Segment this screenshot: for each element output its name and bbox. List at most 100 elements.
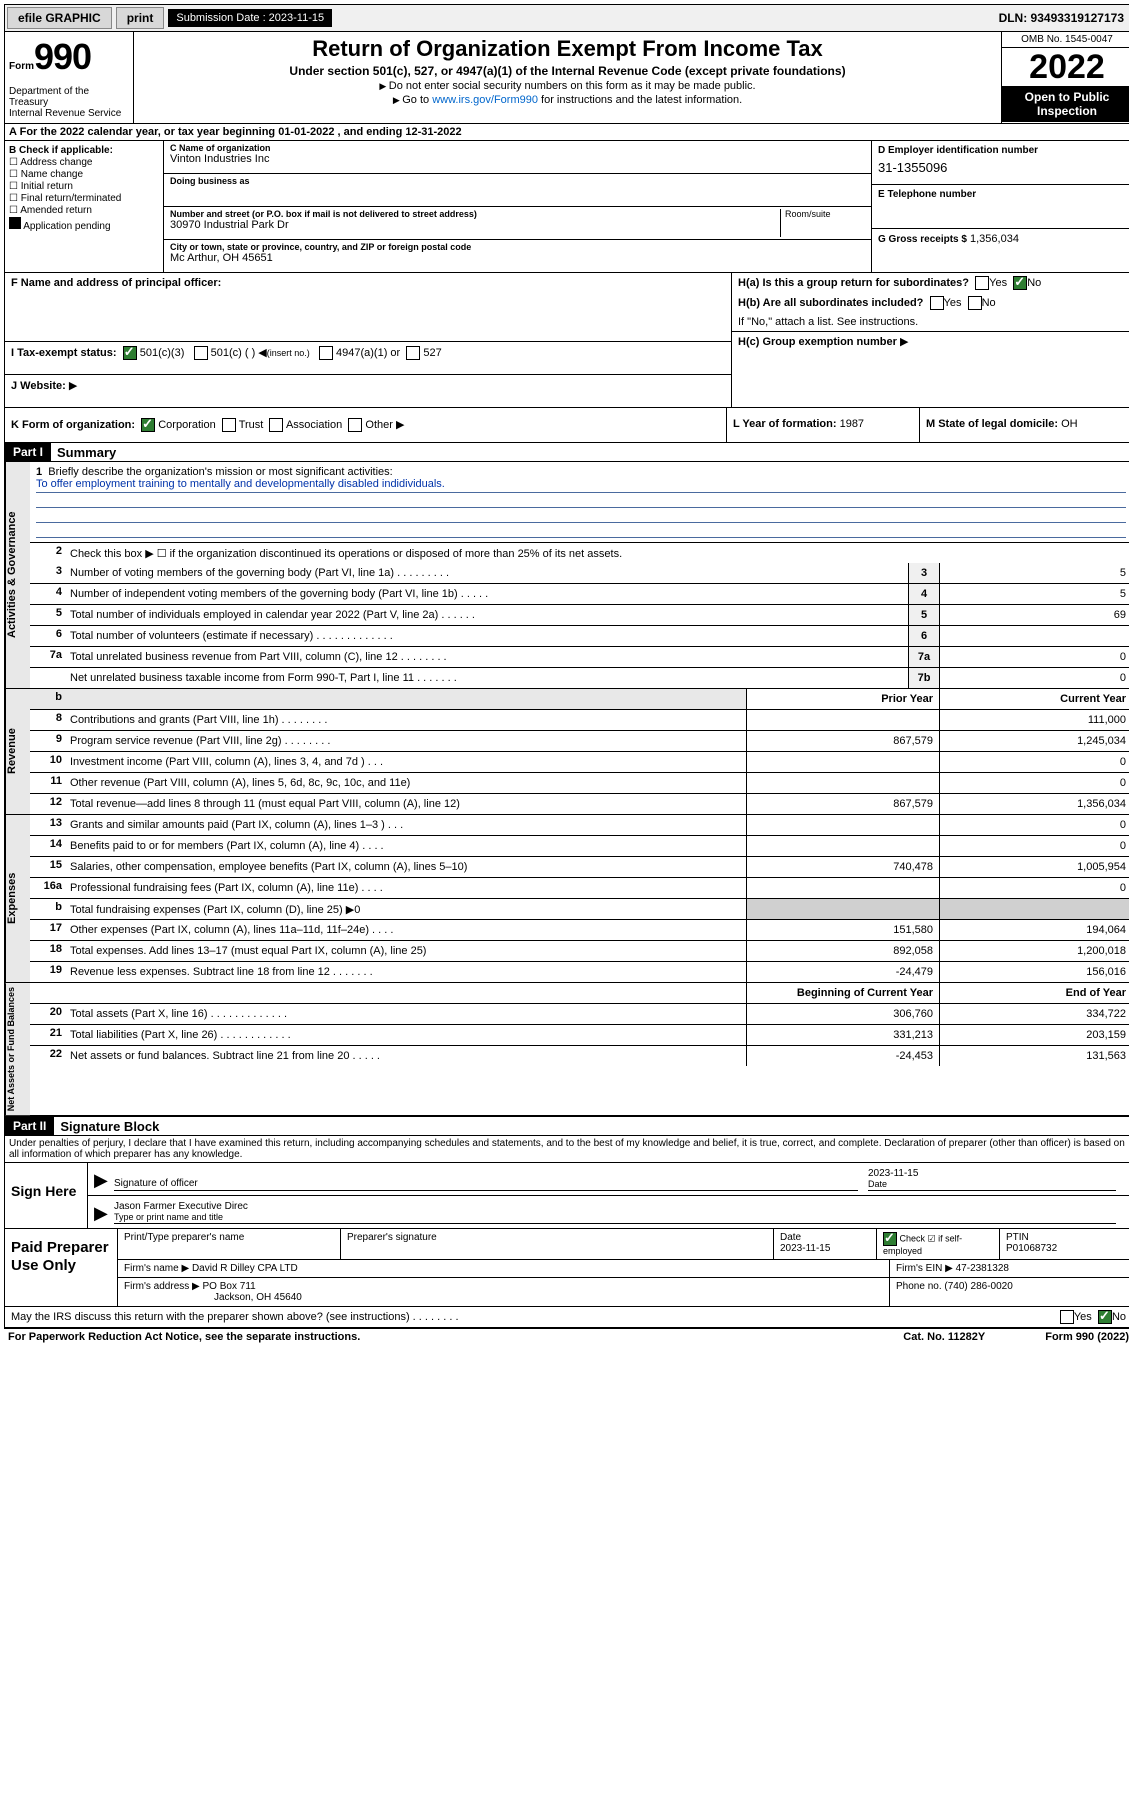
line2: Check this box ▶ ☐ if the organization d…: [66, 543, 1129, 563]
form-header: Form990 Department of the Treasury Inter…: [4, 32, 1129, 124]
tax-year-text: For the 2022 calendar year, or tax year …: [20, 126, 462, 138]
omb-number: OMB No. 1545-0047: [1002, 32, 1129, 48]
prep-name-lbl: Print/Type preparer's name: [124, 1232, 334, 1243]
irs-link[interactable]: www.irs.gov/Form990: [432, 94, 538, 106]
chk-527[interactable]: [406, 346, 420, 360]
summary-revenue: Revenue b Prior Year Current Year 8Contr…: [4, 689, 1129, 815]
hb-no-lbl: No: [982, 297, 996, 309]
chk-name[interactable]: ☐ Name change: [9, 169, 159, 180]
top-bar: efile GRAPHIC print Submission Date : 20…: [4, 4, 1129, 32]
phone-val: [878, 200, 1126, 204]
tax-year: 2022: [1002, 48, 1129, 86]
discuss-no[interactable]: [1098, 1310, 1112, 1324]
main-title: Return of Organization Exempt From Incom…: [140, 36, 995, 62]
hb-no[interactable]: [968, 296, 982, 310]
l-val: 1987: [840, 418, 864, 430]
print-btn[interactable]: print: [116, 7, 165, 29]
side-activities: Activities & Governance: [5, 462, 30, 688]
sig-date: 2023-11-15: [868, 1168, 1116, 1179]
sig-arrow1: ▶: [94, 1170, 114, 1191]
gross-receipts: 1,356,034: [970, 233, 1019, 245]
k-corp[interactable]: [141, 418, 155, 432]
hb-note: If "No," attach a list. See instructions…: [732, 313, 1129, 331]
chk-final[interactable]: ☐ Final return/terminated: [9, 193, 159, 204]
preparer-block: Paid Preparer Use Only Print/Type prepar…: [4, 1229, 1129, 1307]
paid-prep-lbl: Paid Preparer Use Only: [5, 1229, 118, 1306]
hdr-end: End of Year: [939, 983, 1129, 1003]
firm-name-lbl: Firm's name ▶: [124, 1263, 189, 1274]
part2-title: Signature Block: [54, 1119, 159, 1134]
l-lbl: L Year of formation:: [733, 418, 837, 430]
hb-lbl: H(b) Are all subordinates included?: [738, 297, 923, 309]
sig-arrow2: ▶: [94, 1203, 114, 1224]
k-assoc[interactable]: [269, 418, 283, 432]
part1-title: Summary: [51, 445, 116, 460]
discuss-yes-lbl: Yes: [1074, 1311, 1092, 1323]
year-cell: OMB No. 1545-0047 2022 Open to Public In…: [1001, 32, 1129, 123]
col-c: C Name of organization Vinton Industries…: [164, 141, 871, 272]
k-trust-lbl: Trust: [239, 419, 264, 431]
opt-527: 527: [423, 347, 441, 359]
title-cell: Return of Organization Exempt From Incom…: [134, 32, 1001, 123]
summary-line: 17Other expenses (Part IX, column (A), l…: [30, 920, 1129, 941]
summary-line: 20Total assets (Part X, line 16) . . . .…: [30, 1004, 1129, 1025]
side-net: Net Assets or Fund Balances: [5, 983, 30, 1115]
part2-header: Part II: [5, 1117, 54, 1135]
prep-date: 2023-11-15: [780, 1243, 870, 1254]
discuss-yes[interactable]: [1060, 1310, 1074, 1324]
dept-treasury: Department of the Treasury: [9, 86, 129, 108]
opt-4947: 4947(a)(1) or: [336, 347, 400, 359]
chk-4947[interactable]: [319, 346, 333, 360]
d-lbl: D Employer identification number: [878, 145, 1126, 156]
summary-line: 7aTotal unrelated business revenue from …: [30, 647, 1129, 668]
discuss-lbl: May the IRS discuss this return with the…: [11, 1311, 1060, 1323]
hdr-current: Current Year: [939, 689, 1129, 709]
summary-line: 12Total revenue—add lines 8 through 11 (…: [30, 794, 1129, 814]
ptin-lbl: PTIN: [1006, 1232, 1126, 1243]
efile-btn[interactable]: efile GRAPHIC: [7, 7, 112, 29]
chk-501c[interactable]: [194, 346, 208, 360]
ha-no[interactable]: [1013, 276, 1027, 290]
chk-address[interactable]: ☐ Address change: [9, 157, 159, 168]
city-val: Mc Arthur, OH 45651: [170, 252, 865, 264]
chk-initial[interactable]: ☐ Initial return: [9, 181, 159, 192]
insert-no: (insert no.): [267, 348, 310, 358]
side-expenses: Expenses: [5, 815, 30, 982]
summary-line: 19Revenue less expenses. Subtract line 1…: [30, 962, 1129, 982]
firm-ein: 47-2381328: [956, 1263, 1009, 1274]
col-de: D Employer identification number 31-1355…: [871, 141, 1129, 272]
hb-yes[interactable]: [930, 296, 944, 310]
chk-501c3[interactable]: [123, 346, 137, 360]
firm-addr1: PO Box 711: [203, 1281, 256, 1292]
dba-lbl: Doing business as: [170, 176, 865, 186]
addr-lbl: Number and street (or P.O. box if mail i…: [170, 209, 780, 219]
i-lbl: I Tax-exempt status:: [11, 347, 117, 359]
summary-line: 15Salaries, other compensation, employee…: [30, 857, 1129, 878]
summary-line: 6Total number of volunteers (estimate if…: [30, 626, 1129, 647]
mission-blank1: [36, 493, 1126, 508]
ha-lbl: H(a) Is this a group return for subordin…: [738, 277, 969, 289]
self-emp-chk[interactable]: [883, 1232, 897, 1246]
ha-no-lbl: No: [1027, 277, 1041, 289]
chk-amended[interactable]: ☐ Amended return: [9, 205, 159, 216]
hc-lbl: H(c) Group exemption number: [738, 336, 897, 348]
k-trust[interactable]: [222, 418, 236, 432]
subtitle: Under section 501(c), 527, or 4947(a)(1)…: [140, 64, 995, 78]
form-number: 990: [34, 36, 91, 77]
ha-yes[interactable]: [975, 276, 989, 290]
chk-pending[interactable]: Application pending: [9, 217, 159, 232]
k-row: K Form of organization: Corporation Trus…: [4, 408, 1129, 443]
mission-text: To offer employment training to mentally…: [36, 478, 1126, 493]
summary-line: 22Net assets or fund balances. Subtract …: [30, 1046, 1129, 1066]
side-revenue: Revenue: [5, 689, 30, 814]
k-other[interactable]: [348, 418, 362, 432]
summary-line: 16aProfessional fundraising fees (Part I…: [30, 878, 1129, 899]
summary-line: 18Total expenses. Add lines 13–17 (must …: [30, 941, 1129, 962]
firm-addr2: Jackson, OH 45640: [124, 1292, 883, 1303]
k-lbl: K Form of organization:: [11, 419, 135, 431]
type-name-lbl: Type or print name and title: [114, 1212, 1116, 1222]
col-b: B Check if applicable: ☐ Address change …: [5, 141, 164, 272]
firm-name: David R Dilley CPA LTD: [192, 1263, 298, 1274]
summary-line: 10Investment income (Part VIII, column (…: [30, 752, 1129, 773]
sig-officer-lbl: Signature of officer: [114, 1178, 858, 1189]
